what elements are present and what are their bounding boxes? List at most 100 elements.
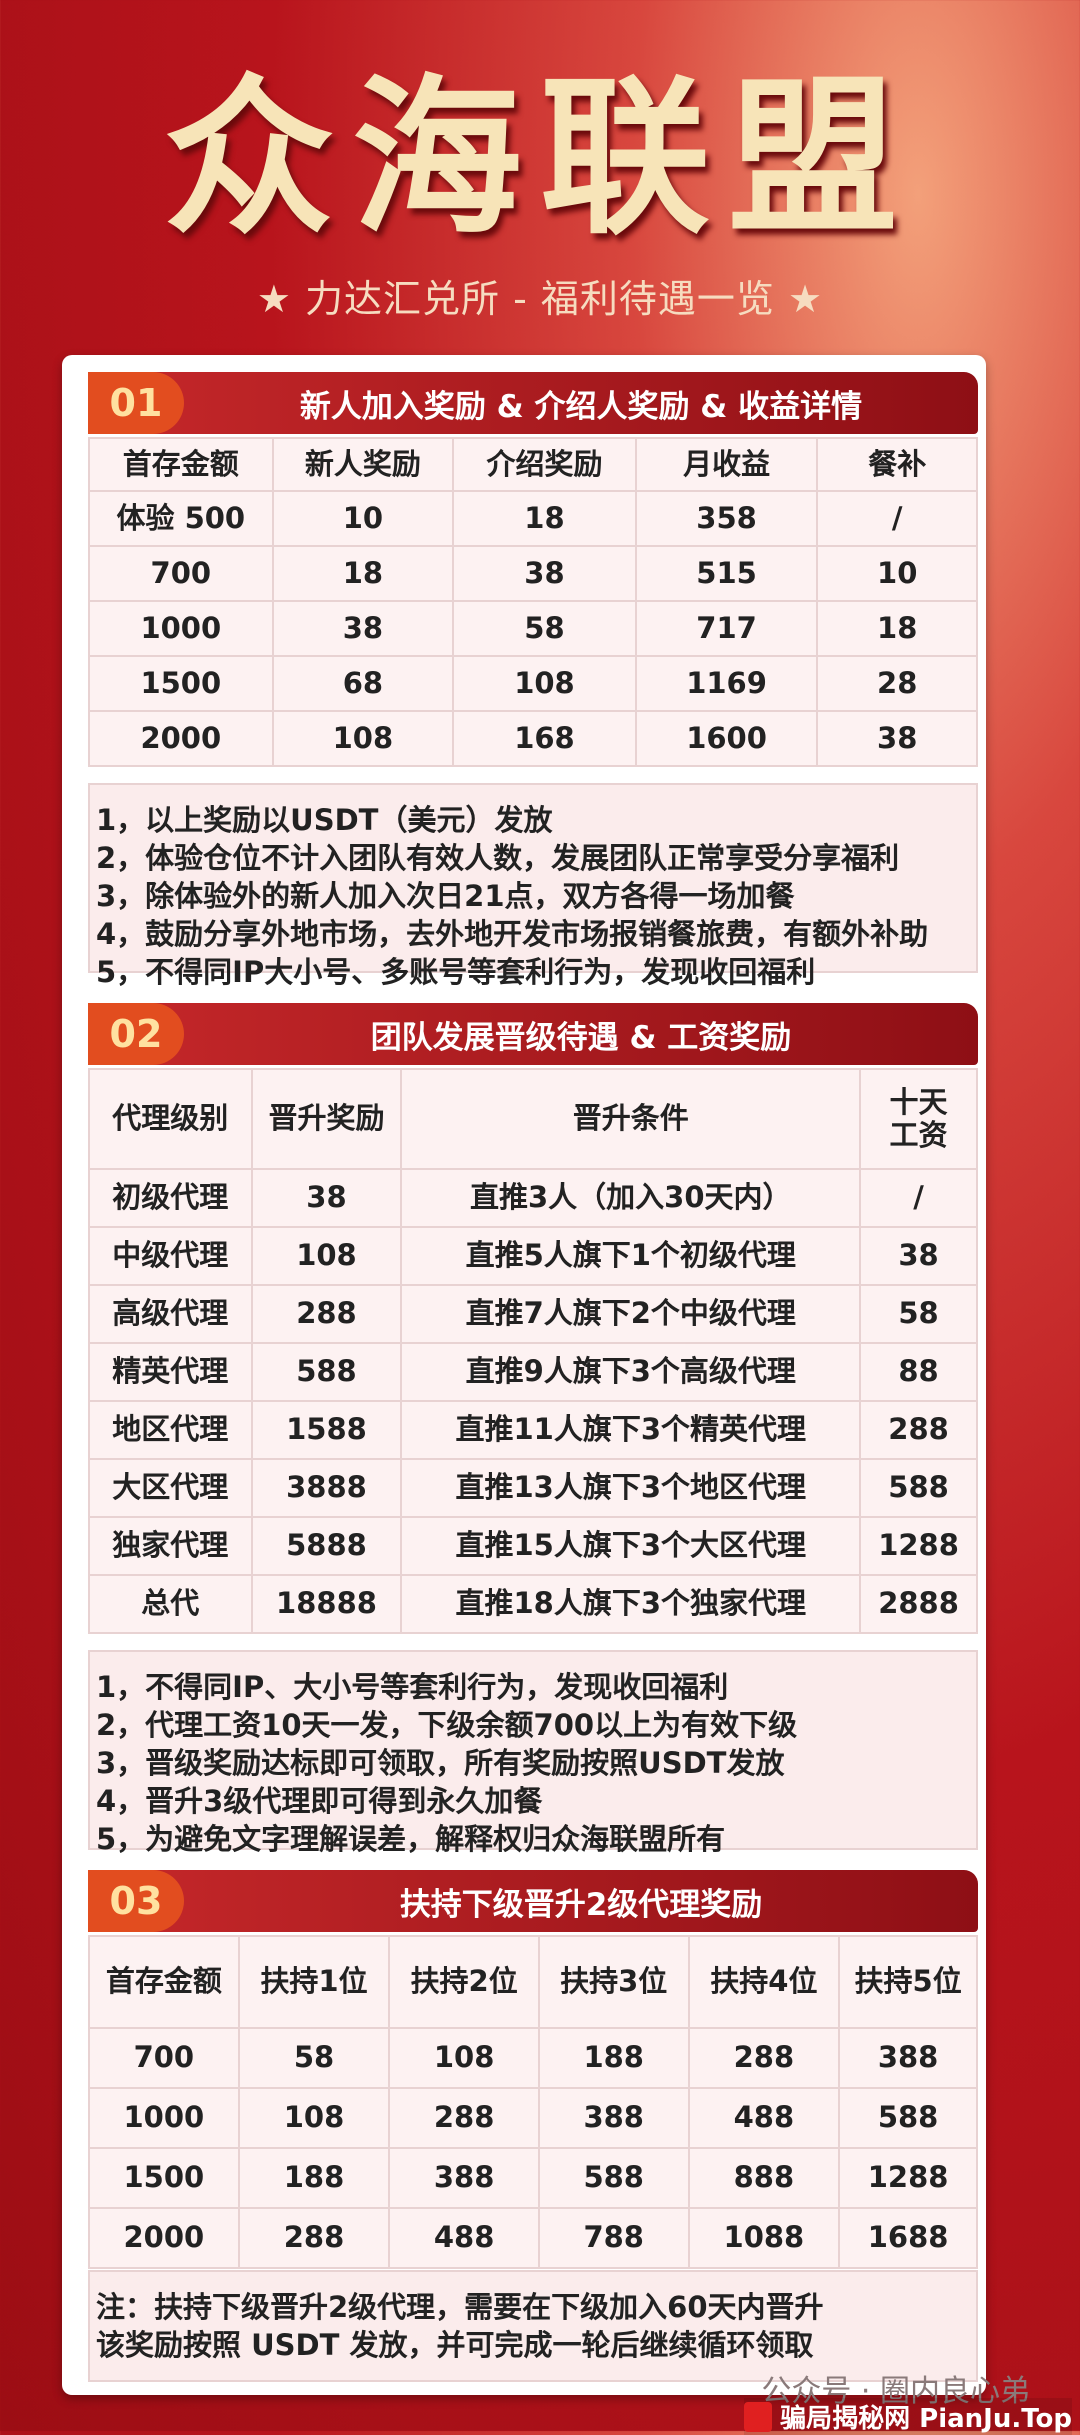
table-cell: 独家代理	[88, 1516, 253, 1576]
table-cell: 38	[816, 710, 978, 767]
table-cell: 高级代理	[88, 1284, 253, 1344]
table-cell: 1088	[687, 2207, 841, 2269]
table-cell: 58	[452, 600, 637, 657]
table-cell: 88	[859, 1342, 978, 1402]
table-01: 首存金额 新人奖励 介绍奖励 月收益 餐补 体验 500 10 18 358/700 18 38 51…	[88, 437, 978, 767]
section-header-03: 03 扶持下级晋升2级代理奖励	[88, 1870, 978, 1932]
table-cell: 288	[859, 1400, 978, 1460]
column-header: 扶持5位	[838, 1935, 978, 2029]
table-row: 总代 18888 直推18人旗下3个独家代理 2888	[88, 1574, 978, 1634]
table-cell: 888	[687, 2147, 841, 2209]
table-row: 1500 68 108 1169 28	[88, 655, 978, 712]
table-cell: 488	[687, 2087, 841, 2149]
section-number: 02	[88, 1003, 184, 1065]
table-row: 700 58 108 188 288 388	[88, 2027, 978, 2089]
table-cell: 38	[452, 545, 637, 602]
table-cell: 直推15人旗下3个大区代理	[400, 1516, 862, 1576]
note-line: 3，除体验外的新人加入次日21点，双方各得一场加餐	[96, 879, 795, 913]
table-header-row: 首存金额 扶持1位 扶持2位 扶持3位 扶持4位 扶持5位	[88, 1935, 978, 2029]
table-cell: 700	[88, 2027, 240, 2089]
table-cell: 1288	[838, 2147, 978, 2209]
table-row: 1000 108 288 388 488 588	[88, 2087, 978, 2149]
table-cell: 288	[237, 2207, 391, 2269]
table-cell: 5888	[250, 1516, 403, 1576]
table-row: 中级代理 108 直推5人旗下1个初级代理 38	[88, 1226, 978, 1286]
benefits-card: 01 新人加入奖励 & 介绍人奖励 & 收益详情 首存金额 新人奖励 介绍奖励 月收益 餐补…	[62, 355, 986, 2395]
table-cell: 388	[537, 2087, 690, 2149]
table-cell: 388	[838, 2027, 978, 2089]
notes-02: 1，不得同IP、大小号等套利行为，发现收回福利 2，代理工资10天一发，下级余额7…	[88, 1650, 978, 1856]
table-header-row: 首存金额 新人奖励 介绍奖励 月收益 餐补	[88, 437, 978, 492]
note-line: 1，以上奖励以USDT（美元）发放	[96, 803, 553, 837]
table-cell: 1500	[88, 655, 274, 712]
table-cell: 108	[237, 2087, 391, 2149]
column-header: 扶持4位	[687, 1935, 841, 2029]
table-cell: 1600	[634, 710, 819, 767]
table-row: 精英代理 588 直推9人旗下3个高级代理 88	[88, 1342, 978, 1402]
table-cell: 18	[452, 490, 637, 547]
notes-03: 注：扶持下级晋升2级代理，需要在下级加入60天内晋升 该奖励按照 USDT 发放，…	[88, 2270, 978, 2382]
table-cell: 58	[859, 1284, 978, 1344]
column-header: 十天 工资	[859, 1068, 978, 1170]
table-row: 2000 108 168 1600 38	[88, 710, 978, 767]
note-line: 该奖励按照 USDT 发放，并可完成一轮后继续循环领取	[96, 2328, 814, 2362]
section-title: 团队发展晋级待遇 & 工资奖励	[370, 1019, 792, 1056]
table-cell: 10	[271, 490, 455, 547]
table-cell: 108	[452, 655, 637, 712]
table-cell: 1169	[634, 655, 819, 712]
table-cell: 38	[271, 600, 455, 657]
table-row: 高级代理 288 直推7人旗下2个中级代理 58	[88, 1284, 978, 1344]
table-cell: 18888	[250, 1574, 403, 1634]
table-cell: 388	[388, 2147, 540, 2209]
table-cell: 588	[838, 2087, 978, 2149]
table-cell: 1588	[250, 1400, 403, 1460]
note-line: 4，晋升3级代理即可得到永久加餐	[96, 1784, 543, 1818]
table-row: 1000 38 58 717 18	[88, 600, 978, 657]
main-title: 众海联盟	[163, 58, 916, 258]
note-line: 5，不得同IP大小号、多账号等套利行为，发现收回福利	[96, 955, 816, 989]
column-header: 扶持1位	[237, 1935, 391, 2029]
table-row: 大区代理 3888 直推13人旗下3个地区代理 588	[88, 1458, 978, 1518]
table-cell: 68	[271, 655, 455, 712]
column-header: 晋升条件	[400, 1068, 862, 1170]
table-row: 地区代理 1588 直推11人旗下3个精英代理 288	[88, 1400, 978, 1460]
table-cell: 700	[88, 545, 274, 602]
column-header: 首存金额	[88, 1935, 240, 2029]
table-cell: 588	[859, 1458, 978, 1518]
table-cell: 1500	[88, 2147, 240, 2209]
table-cell: 288	[250, 1284, 403, 1344]
subtitle: ★ 力达汇兑所 - 福利待遇一览 ★	[256, 277, 824, 321]
table-cell: 38	[859, 1226, 978, 1286]
table-cell: 2888	[859, 1574, 978, 1634]
table-cell: 515	[634, 545, 819, 602]
table-cell: 108	[388, 2027, 540, 2089]
site-watermark: 骗局揭秘网 PianJu.Top	[744, 2398, 1072, 2435]
table-cell: 2000	[88, 710, 274, 767]
table-cell: 1288	[859, 1516, 978, 1576]
table-cell: 中级代理	[88, 1226, 253, 1286]
table-cell: 168	[452, 710, 637, 767]
site-logo-icon	[744, 2401, 773, 2432]
table-cell: 188	[237, 2147, 391, 2209]
table-cell: 精英代理	[88, 1342, 253, 1402]
table-header-row: 代理级别 晋升奖励 晋升条件 十天 工资	[88, 1068, 978, 1170]
table-cell: 直推18人旗下3个独家代理	[400, 1574, 862, 1634]
table-cell: 788	[537, 2207, 690, 2269]
column-header: 晋升奖励	[250, 1068, 403, 1170]
table-cell: 288	[388, 2087, 540, 2149]
column-header: 代理级别	[88, 1068, 253, 1170]
section-number: 03	[88, 1870, 184, 1932]
table-cell: 717	[634, 600, 819, 657]
table-cell: 358	[634, 490, 819, 547]
note-line: 注：扶持下级晋升2级代理，需要在下级加入60天内晋升	[96, 2290, 824, 2324]
table-cell: 1688	[838, 2207, 978, 2269]
column-header: 月收益	[634, 437, 819, 492]
table-cell: 108	[250, 1226, 403, 1286]
table-row: 独家代理 5888 直推15人旗下3个大区代理 1288	[88, 1516, 978, 1576]
table-cell: 1000	[88, 600, 274, 657]
site-watermark-text: 骗局揭秘网 PianJu.Top	[780, 2404, 1072, 2434]
note-line: 2，体验仓位不计入团队有效人数，发展团队正常享受分享福利	[96, 841, 900, 875]
table-cell: 3888	[250, 1458, 403, 1518]
table-03: 首存金额 扶持1位 扶持2位 扶持3位 扶持4位 扶持5位 700 58 108 188 288 38…	[88, 1935, 978, 2269]
table-cell: 488	[388, 2207, 540, 2269]
